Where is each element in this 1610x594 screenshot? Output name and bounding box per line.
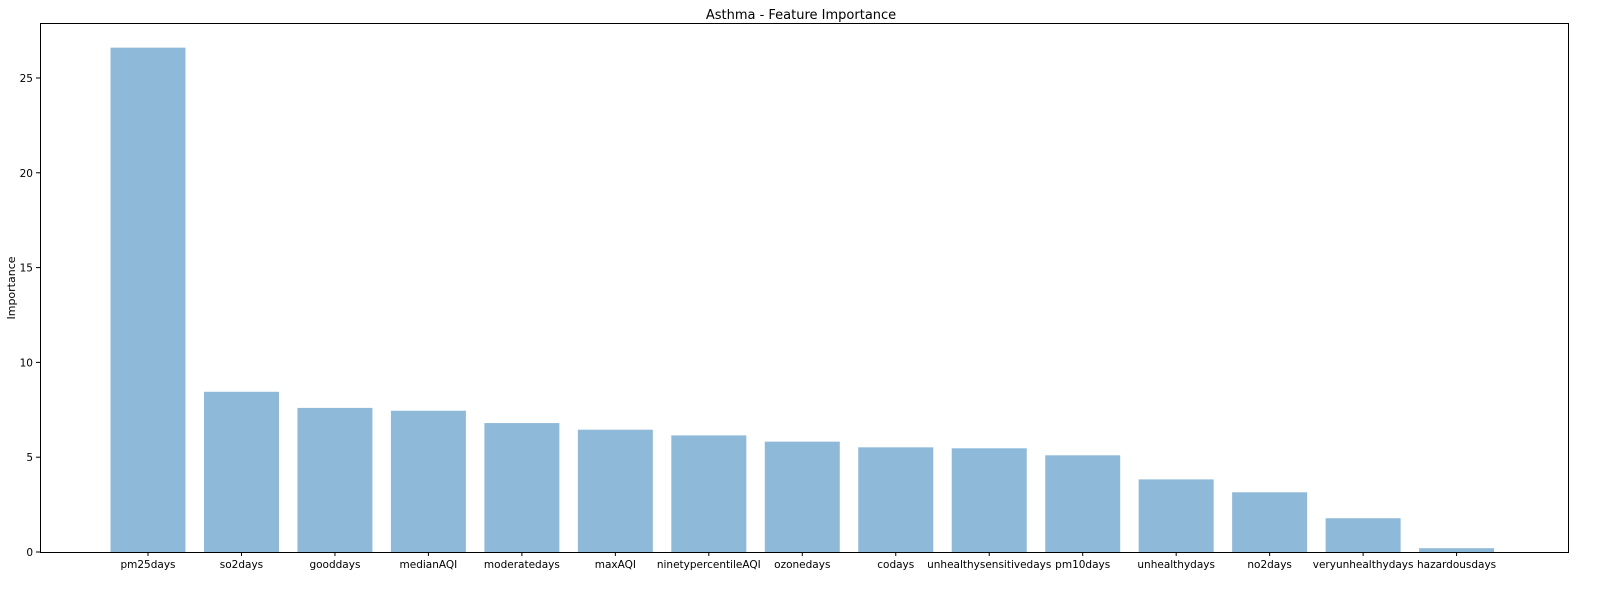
bar-pm10days (1045, 455, 1121, 552)
x-tick-label: maxAQI (595, 559, 636, 571)
x-tick-label: ozonedays (774, 559, 830, 571)
y-tick-label: 5 (26, 452, 33, 464)
bar-pm25days (110, 47, 186, 553)
chart-title: Asthma - Feature Importance (706, 8, 896, 23)
bar-moderatedays (484, 423, 560, 552)
x-tick-label: no2days (1247, 559, 1292, 571)
x-tick-label: unhealthydays (1137, 559, 1215, 571)
x-tick-label: pm10days (1055, 559, 1110, 571)
y-tick-label: 15 (20, 263, 33, 275)
bar-maxAQI (577, 429, 653, 552)
x-tick-label: veryunhealthydays (1313, 559, 1414, 571)
bar-gooddays (297, 407, 373, 552)
ticks-group: pm25days so2days gooddays medianAQI moderate… (20, 73, 1497, 571)
y-tick-label: 20 (20, 168, 33, 180)
x-tick-label: gooddays (309, 559, 360, 571)
x-tick-label: medianAQI (400, 559, 458, 571)
y-tick-label: 10 (20, 357, 33, 369)
bar-unhealthysensitivedays (951, 448, 1027, 552)
x-tick-label: pm25days (120, 559, 175, 571)
bar-ozonedays (764, 441, 840, 552)
x-tick-label: hazardousdays (1417, 559, 1496, 571)
x-tick-label: unhealthysensitivedays (927, 559, 1051, 571)
bar-medianAQI (390, 410, 466, 552)
bar-no2days (1232, 492, 1308, 552)
x-tick-label: moderatedays (484, 559, 560, 571)
x-tick-label: so2days (220, 559, 263, 571)
x-tick-label: codays (877, 559, 914, 571)
bar-veryunhealthydays (1325, 518, 1401, 552)
y-axis-label: Importance (5, 256, 18, 319)
plot-frame (40, 23, 1569, 553)
bars-group (110, 47, 1495, 553)
y-tick-label: 0 (26, 547, 33, 559)
y-tick-label: 25 (20, 73, 33, 85)
bar-ninetypercentileAQI (671, 435, 747, 552)
bar-codays (858, 447, 934, 552)
bar-hazardousdays (1419, 548, 1495, 552)
bar-so2days (203, 391, 279, 552)
x-tick-label: ninetypercentileAQI (657, 559, 761, 571)
bar-unhealthydays (1138, 479, 1214, 552)
